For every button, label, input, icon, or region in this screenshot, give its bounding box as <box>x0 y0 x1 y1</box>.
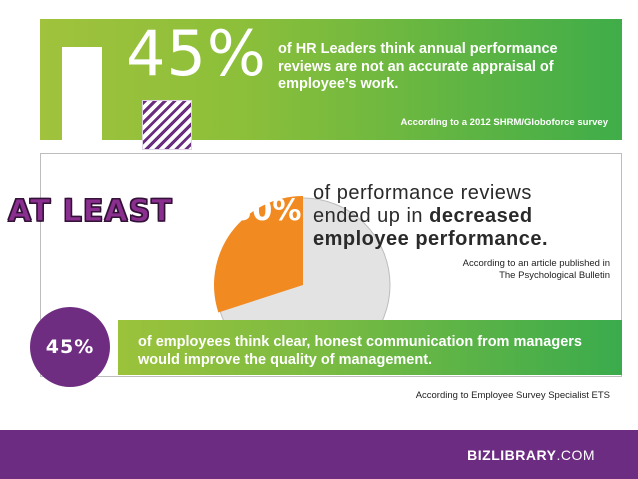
middle-stat-line2-bold: decreased <box>429 205 533 227</box>
pie-highlight-slice <box>214 196 303 313</box>
at-least-heading: AT LEAST <box>8 194 173 230</box>
middle-stat-line1: of performance reviews <box>313 182 532 204</box>
middle-stat-line3-bold: employee performance. <box>313 228 549 250</box>
top-stat-percent: 45% <box>126 17 267 90</box>
middle-stat-text: of performance reviews ended up in decre… <box>313 182 613 251</box>
bottom-stat-source: According to Employee Survey Specialist … <box>415 390 610 401</box>
bottom-stat-circle: 45% <box>30 307 110 387</box>
bottom-stat-text: of employees think clear, honest communi… <box>138 334 582 368</box>
middle-stat-box <box>40 153 622 377</box>
middle-stat-line2: ended up in decreased <box>313 205 613 228</box>
bottom-stat-banner <box>118 320 622 375</box>
brand-logo-text[interactable]: BIZLIBRARY.COM <box>0 447 595 463</box>
top-stat-text: of HR Leaders think annual performance r… <box>278 41 558 92</box>
middle-source-line2: The Psychological Bulletin <box>499 270 610 281</box>
middle-source-line1: According to an article published in <box>462 258 610 269</box>
bottom-stat-percent: 45% <box>45 336 95 358</box>
hatched-square-graphic <box>142 100 192 150</box>
brand-suffix: .COM <box>556 447 595 463</box>
middle-stat-line3: employee performance. <box>313 228 613 251</box>
top-stat-banner <box>40 19 622 140</box>
top-stat-source: According to a 2012 SHRM/Globoforce surv… <box>400 117 608 128</box>
middle-stat-source: According to an article published in The… <box>420 258 610 282</box>
middle-stat-percent: 30% <box>232 193 302 227</box>
brand-bold: BIZLIBRARY <box>467 447 557 463</box>
middle-stat-line2-pre: ended up in <box>313 205 430 227</box>
white-bar-graphic <box>62 47 102 140</box>
footer-bar <box>0 430 638 479</box>
